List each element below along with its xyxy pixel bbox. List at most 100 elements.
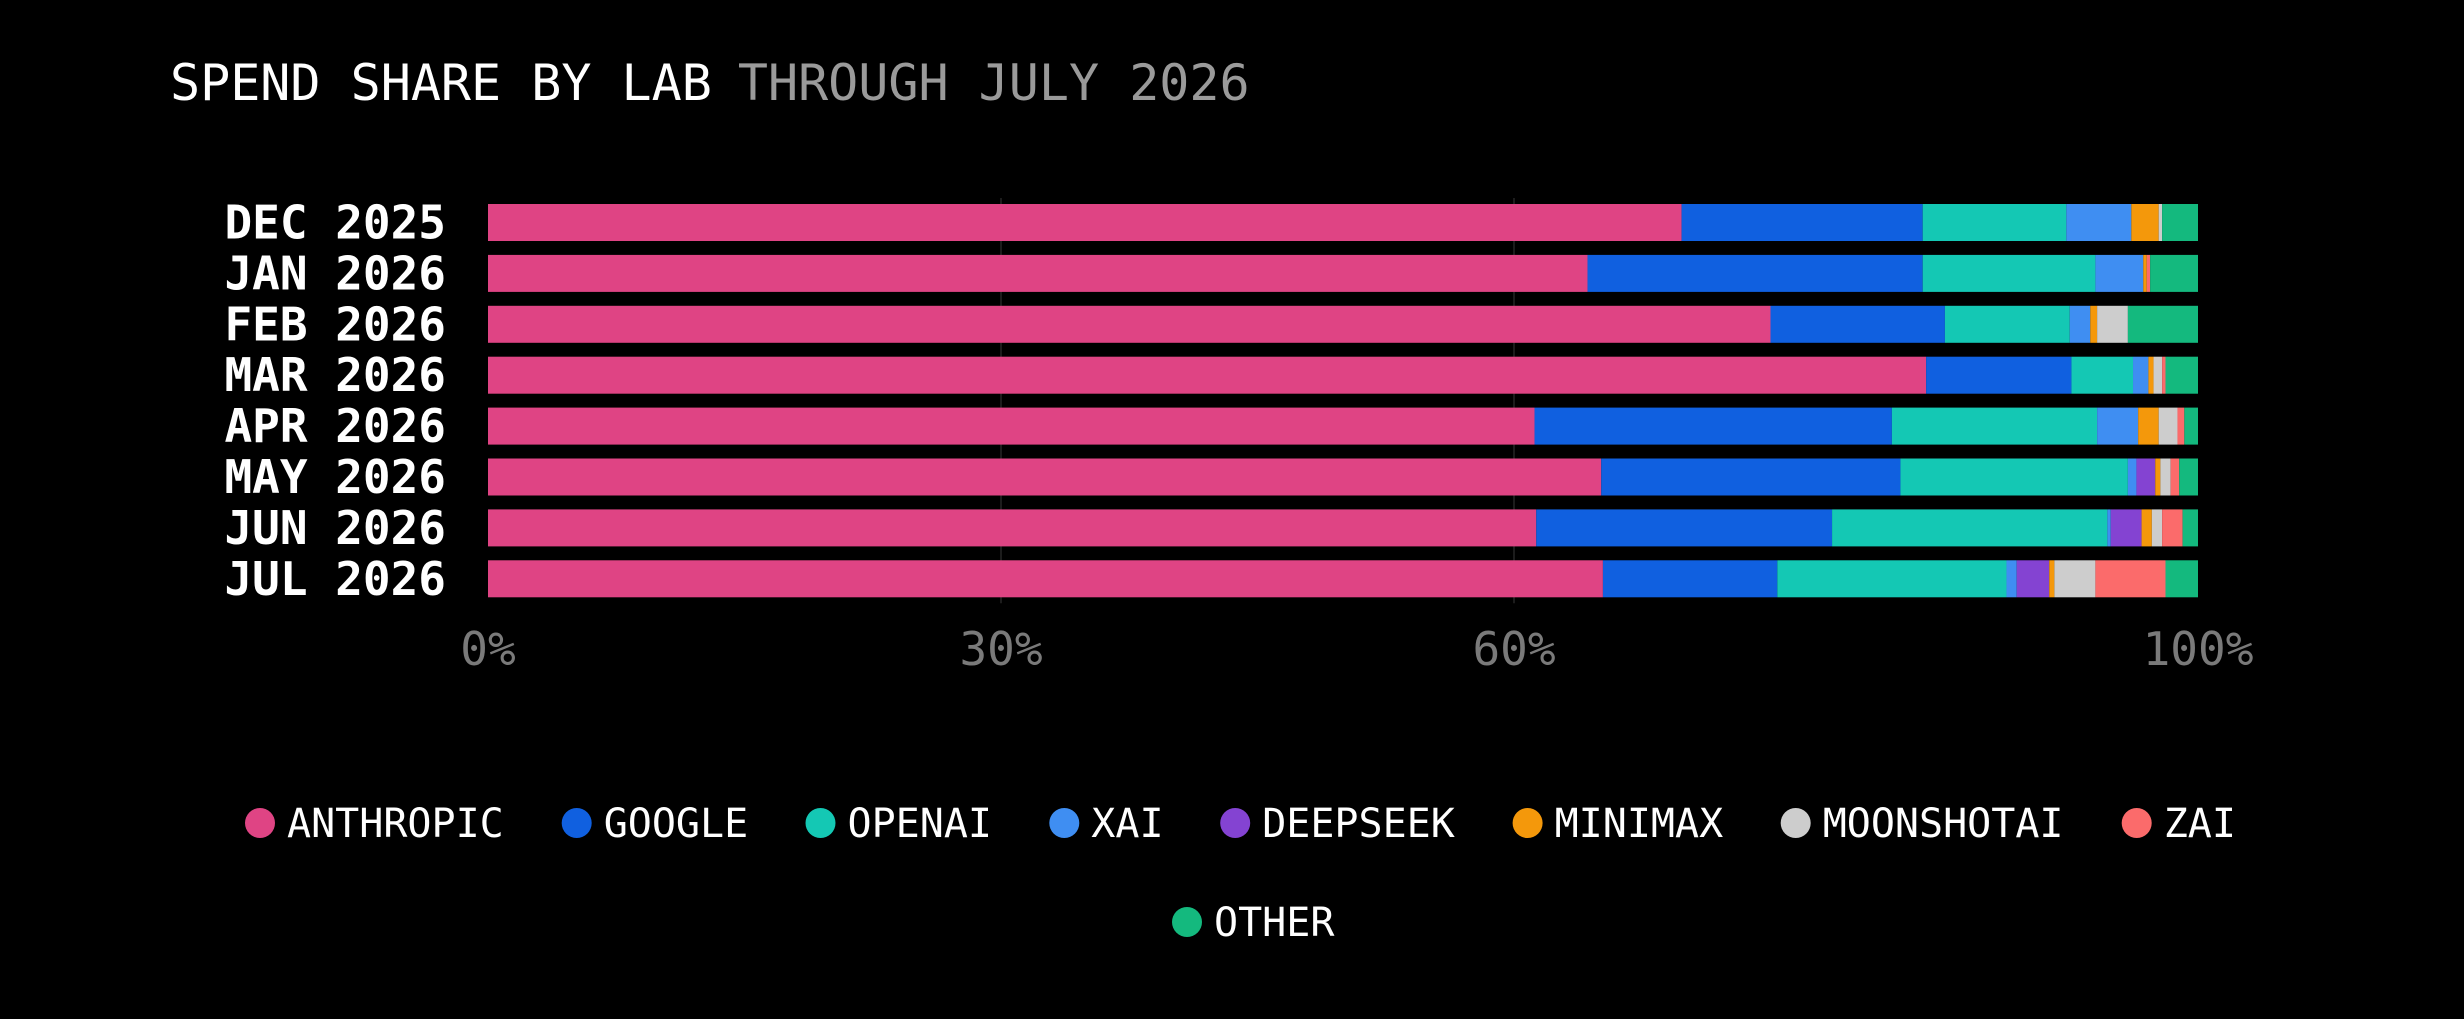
bar-segment-google (1926, 356, 2072, 394)
bar-segment-other (2165, 356, 2198, 394)
bar-segment-minimax (2090, 305, 2098, 343)
bar-segment-openai (1900, 458, 2128, 496)
bar-segment-other (2184, 407, 2198, 445)
bar-segment-google (1587, 254, 1923, 292)
bar-segment-moonshotai (2158, 204, 2163, 241)
bar-segment-anthropic (488, 204, 1682, 241)
bar-segment-other (2182, 509, 2198, 547)
legend-item-anthropic: ANTHROPIC (245, 801, 504, 847)
bar-segment-openai (2071, 356, 2134, 394)
bar-segment-moonshotai (2151, 509, 2163, 547)
bar-row (488, 305, 2198, 343)
legend-swatch (1512, 808, 1543, 838)
bar-segment-google (1536, 509, 1833, 547)
bar-segment-xai (2069, 305, 2091, 343)
legend-label: MOONSHOTAI (1823, 801, 2064, 847)
legend: ANTHROPIC GOOGLE OPENAI XAI DEEPSEEK MINIMAX M… (245, 801, 2236, 946)
legend-label: OPENAI (848, 801, 993, 847)
chart-title-main: SPEND SHARE BY LAB (170, 54, 712, 112)
bar-segment-minimax (2148, 356, 2154, 394)
legend-label: MINIMAX (1555, 801, 1724, 847)
bar-segment-xai (2095, 254, 2144, 292)
bar-row (488, 356, 2198, 394)
bar-row (488, 458, 2198, 496)
bar-segment-other (2179, 458, 2198, 496)
bar-segment-minimax (2141, 509, 2152, 547)
bar-segment-anthropic (488, 560, 1603, 598)
bar-row (488, 560, 2198, 598)
legend-item-google: GOOGLE (561, 801, 749, 847)
bar-segment-zai (2146, 254, 2151, 292)
bar-segment-xai (2127, 458, 2137, 496)
bar-segment-xai (2097, 407, 2139, 445)
bar-segment-openai (1944, 305, 2070, 343)
bar-row (488, 204, 2198, 241)
chart-title: SPEND SHARE BY LAB THROUGH JULY 2026 (170, 54, 1250, 112)
legend-item-zai: ZAI (2121, 801, 2236, 847)
bar-segment-minimax (2138, 407, 2159, 445)
legend-label: DEEPSEEK (1262, 801, 1455, 847)
bar-segment-anthropic (488, 458, 1602, 496)
legend-item-xai: XAI (1049, 801, 1164, 847)
legend-label: GOOGLE (604, 801, 749, 847)
bar-segment-zai (2162, 509, 2183, 547)
bar-segment-xai (2066, 204, 2132, 241)
x-tick-label: 60% (1472, 622, 1555, 676)
bar-segment-moonshotai (2054, 560, 2096, 598)
bar-segment-google (1534, 407, 1892, 445)
legend-swatch (805, 808, 836, 838)
legend-label: OTHER (1214, 900, 1335, 946)
bar-segment-google (1601, 458, 1901, 496)
x-tick-label: 100% (2143, 622, 2254, 676)
bar-segment-anthropic (488, 305, 1771, 343)
bar-segment-minimax (2131, 204, 2159, 241)
bar-segment-moonshotai (2097, 305, 2128, 343)
bar-segment-minimax (2155, 458, 2161, 496)
bar-segment-google (1681, 204, 1923, 241)
bar-segment-anthropic (488, 254, 1588, 292)
bar-segment-anthropic (488, 407, 1535, 445)
bars (488, 204, 2198, 598)
bar-segment-deepseek (2136, 458, 2156, 496)
bar-segment-anthropic (488, 356, 1927, 394)
legend-label: ANTHROPIC (287, 801, 504, 847)
bar-segment-moonshotai (2160, 458, 2171, 496)
legend-item-openai: OPENAI (805, 801, 993, 847)
x-tick-label: 30% (959, 622, 1042, 676)
bar-row (488, 407, 2198, 445)
legend-item-moonshotai: MOONSHOTAI (1780, 801, 2064, 847)
bar-segment-zai (2170, 458, 2180, 496)
legend-item-minimax: MINIMAX (1512, 801, 1724, 847)
bar-segment-zai (2177, 407, 2185, 445)
category-label: APR 2026 (224, 399, 446, 453)
legend-swatch (245, 808, 275, 838)
legend-swatch (1780, 808, 1811, 838)
bar-segment-other (2150, 254, 2198, 292)
bar-segment-openai (1777, 560, 2007, 598)
bar-segment-anthropic (488, 509, 1537, 547)
bar-segment-minimax (2143, 254, 2147, 292)
bar-segment-moonshotai (2153, 356, 2163, 394)
bar-segment-deepseek (2110, 509, 2142, 547)
bar-segment-other (2127, 305, 2198, 343)
bar-segment-zai (2095, 560, 2166, 598)
category-label: JUL 2026 (224, 552, 446, 606)
chart-subtitle: THROUGH JULY 2026 (738, 54, 1250, 112)
bar-segment-xai (2133, 356, 2149, 394)
bar-segment-openai (1922, 254, 2096, 292)
bar-segment-minimax (2049, 560, 2055, 598)
legend-label: ZAI (2164, 801, 2236, 847)
bar-segment-other (2165, 560, 2198, 598)
bar-segment-openai (1922, 204, 2067, 241)
bar-segment-moonshotai (2158, 407, 2178, 445)
category-label: JAN 2026 (224, 246, 446, 300)
legend-swatch (561, 808, 592, 838)
bar-segment-xai (2006, 560, 2017, 598)
bar-segment-zai (2162, 356, 2166, 394)
legend-swatch (1049, 808, 1080, 838)
bar-segment-openai (1832, 509, 2108, 547)
bar-row (488, 509, 2198, 547)
legend-item-deepseek: DEEPSEEK (1220, 801, 1455, 847)
category-label: MAY 2026 (224, 450, 446, 504)
